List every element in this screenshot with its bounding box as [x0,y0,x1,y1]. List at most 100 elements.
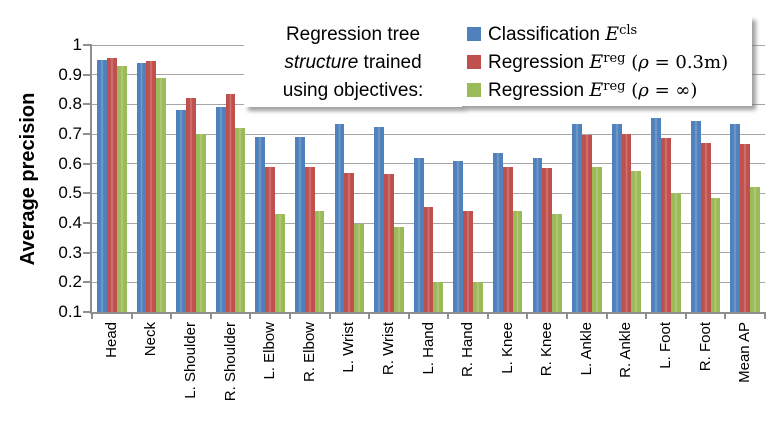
legend-item-regression-03m: Regression Ereg (ρ = 0.3m) [467,48,752,76]
y-axis-tick [83,162,92,165]
gridline [92,192,765,194]
bar-series1-r-knee [542,168,553,312]
bar-series1-l-shoulder [186,98,196,312]
legend-item-classification: Classification Ecls [467,20,752,48]
annotation-line-2: structure trained [284,52,422,73]
x-axis-category-label: R. Knee [538,322,556,377]
x-axis-category-label: Mean AP [736,322,754,383]
bar-series1-r-shoulder [225,93,236,312]
bar-series0-l-elbow [255,136,266,312]
bar-series0-l-ankle [572,123,582,312]
bar-series0-r-elbow [295,136,305,312]
bar-series0-l-shoulder [176,110,187,312]
x-axis-tick [91,312,93,319]
bar-series0-l-foot [651,117,662,312]
x-axis-tick [368,312,371,319]
x-axis-category-label: L. Foot [657,322,675,369]
chart-annotation-box: Regression tree structure trained using … [244,19,462,107]
bar-series2-neck [156,77,167,312]
bar-series2-r-ankle [631,171,642,312]
x-axis-tick [249,312,252,319]
y-axis-tick [83,281,92,284]
bar-series0-r-shoulder [215,107,226,312]
y-axis-tick [83,192,92,195]
x-axis-category-label: R. Foot [696,322,714,372]
y-axis-tick-label: 0.4 [58,213,82,232]
bar-series2-r-foot [710,197,721,312]
bar-series2-r-elbow [314,211,325,312]
bar-series1-l-wrist [344,172,355,312]
bar-series0-r-wrist [374,126,384,312]
bar-series1-r-hand [463,211,473,312]
y-axis-tick [83,222,92,224]
y-axis-tick [83,251,92,254]
bar-series0-l-hand [413,157,424,312]
y-axis-tick-label: 0.3 [58,242,82,262]
bar-series2-l-shoulder [195,134,206,312]
x-axis-tick [605,312,608,319]
bar-series0-l-knee [492,153,503,312]
bar-series0-neck [136,62,147,312]
y-axis-tick [83,133,92,135]
bar-series0-r-foot [690,120,701,312]
x-axis-tick [170,312,173,319]
legend-label: Classification Ecls [488,22,638,45]
x-axis-tick [764,312,766,319]
annotation-line-3: using objectives: [282,80,424,101]
bar-series0-r-ankle [611,123,622,312]
x-axis-category-label: R. Hand [459,322,477,378]
y-axis-tick-label: 0.5 [58,183,82,203]
y-axis-tick [83,103,92,106]
gridline [92,133,765,135]
bar-series2-l-ankle [591,166,602,312]
bar-series1-l-knee [502,166,513,312]
x-axis-tick [288,312,291,319]
legend-item-regression-inf: Regression Ereg (ρ = ∞) [467,76,752,104]
x-axis-tick [566,312,569,319]
bar-series2-head [116,65,127,312]
x-axis-category-label: R. Elbow [300,322,318,383]
bar-series0-head [97,59,107,312]
y-axis-tick-label: 1 [72,35,82,54]
legend-label: Regression Ereg (ρ = 0.3m) [488,50,729,73]
x-axis-category-label: L. Elbow [261,322,279,380]
x-axis-tick [486,312,489,319]
x-axis-tick [526,312,529,319]
bar-series2-r-hand [472,282,483,312]
bar-series0-r-knee [532,157,543,312]
bar-series1-l-hand [423,206,434,312]
bar-series2-l-foot [670,193,681,312]
x-axis-category-label: R. Ankle [617,322,635,378]
bar-series1-r-ankle [621,134,632,312]
bar-series2-r-knee [552,214,562,312]
bar-series1-r-foot [700,142,711,312]
annotation-line-1: Regression tree [285,24,421,45]
legend-swatch-blue-icon [467,27,481,41]
x-axis-category-label: Head [102,322,120,358]
bar-series1-r-wrist [384,174,394,312]
x-axis-tick [447,312,450,319]
bar-series2-l-elbow [275,214,285,312]
x-axis-category-label: R. Shoulder [221,322,239,402]
y-axis-tick [83,44,92,46]
x-axis-tick [130,312,133,319]
x-axis-category-label: R. Wrist [379,322,397,376]
bar-series1-neck [146,61,157,312]
x-axis-tick [328,312,331,319]
bar-series1-l-foot [661,138,671,312]
y-axis-tick-label: 0.7 [58,124,82,143]
y-axis-title: Average precision [17,92,39,266]
bar-series1-l-ankle [581,135,592,312]
bar-series2-l-wrist [354,224,365,312]
x-axis-category-label: L. Wrist [340,322,358,373]
x-axis-category-label: L. Hand [419,322,437,375]
legend-label: Regression Ereg (ρ = ∞) [488,78,698,101]
legend-swatch-green-icon [467,83,481,97]
x-axis-tick [645,312,648,319]
y-axis-tick [83,311,92,313]
bar-series2-r-wrist [393,227,404,312]
plot-area: 1 0.9 0.8 0.7 0.6 0.5 0.4 0.3 0.2 0.1 Head Neck L. S… [58,36,766,401]
x-axis-tick [407,312,410,319]
chart-legend: Classification Ecls Regression Ereg (ρ =… [461,16,752,106]
